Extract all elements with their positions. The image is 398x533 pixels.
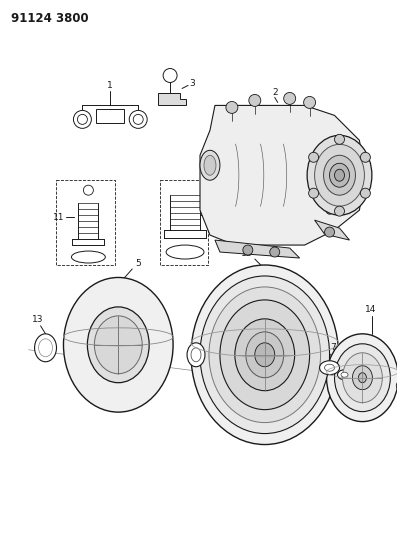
- Ellipse shape: [335, 344, 390, 411]
- Text: 6: 6: [197, 320, 203, 329]
- Circle shape: [308, 152, 319, 162]
- Text: 4: 4: [357, 177, 362, 187]
- Text: 7: 7: [331, 343, 336, 352]
- Ellipse shape: [353, 366, 373, 390]
- Ellipse shape: [88, 307, 149, 383]
- Ellipse shape: [235, 319, 295, 391]
- Ellipse shape: [191, 348, 201, 362]
- Ellipse shape: [307, 135, 372, 215]
- Ellipse shape: [35, 334, 57, 362]
- Circle shape: [74, 110, 92, 128]
- Ellipse shape: [324, 364, 335, 371]
- Ellipse shape: [359, 373, 367, 383]
- Circle shape: [249, 94, 261, 107]
- Ellipse shape: [324, 155, 355, 195]
- Ellipse shape: [343, 353, 382, 402]
- Circle shape: [163, 69, 177, 83]
- Polygon shape: [158, 93, 186, 106]
- Circle shape: [361, 188, 371, 198]
- Bar: [160, 180, 208, 265]
- Ellipse shape: [209, 287, 320, 423]
- Ellipse shape: [326, 202, 334, 214]
- Ellipse shape: [341, 372, 348, 377]
- Circle shape: [78, 115, 88, 124]
- Text: 10: 10: [208, 211, 220, 220]
- Ellipse shape: [39, 339, 53, 357]
- Ellipse shape: [335, 169, 345, 181]
- Ellipse shape: [94, 316, 142, 374]
- Circle shape: [361, 152, 371, 162]
- Text: 3: 3: [189, 79, 195, 88]
- Ellipse shape: [200, 276, 330, 433]
- Ellipse shape: [187, 343, 205, 367]
- Bar: [96, 109, 124, 123]
- Text: 13: 13: [32, 316, 43, 325]
- Text: 2: 2: [272, 88, 277, 97]
- Text: 1: 1: [107, 81, 113, 90]
- Ellipse shape: [63, 278, 173, 412]
- Text: 14: 14: [365, 305, 376, 314]
- Text: 5: 5: [135, 259, 141, 268]
- Polygon shape: [314, 220, 349, 240]
- Circle shape: [304, 96, 316, 108]
- Ellipse shape: [246, 332, 284, 378]
- Circle shape: [243, 245, 253, 255]
- Ellipse shape: [191, 265, 339, 445]
- Circle shape: [324, 227, 335, 237]
- Text: 12: 12: [241, 248, 252, 257]
- Circle shape: [270, 247, 280, 257]
- Circle shape: [84, 185, 94, 195]
- Ellipse shape: [345, 200, 353, 212]
- Bar: [55, 180, 115, 265]
- Circle shape: [284, 92, 296, 104]
- Text: 11: 11: [53, 213, 64, 222]
- Ellipse shape: [220, 300, 310, 410]
- Text: 91124 3800: 91124 3800: [11, 12, 88, 25]
- Ellipse shape: [338, 370, 351, 379]
- Text: 8: 8: [347, 356, 353, 364]
- Ellipse shape: [326, 334, 398, 422]
- Ellipse shape: [204, 155, 216, 175]
- Ellipse shape: [314, 144, 365, 206]
- Circle shape: [335, 134, 345, 144]
- Ellipse shape: [255, 343, 275, 367]
- Circle shape: [308, 188, 319, 198]
- Polygon shape: [215, 240, 300, 258]
- Ellipse shape: [320, 361, 339, 375]
- Circle shape: [226, 101, 238, 114]
- Circle shape: [335, 206, 345, 216]
- Circle shape: [396, 381, 398, 391]
- Ellipse shape: [330, 163, 349, 187]
- Circle shape: [129, 110, 147, 128]
- Ellipse shape: [200, 150, 220, 180]
- Circle shape: [133, 115, 143, 124]
- Polygon shape: [200, 106, 365, 245]
